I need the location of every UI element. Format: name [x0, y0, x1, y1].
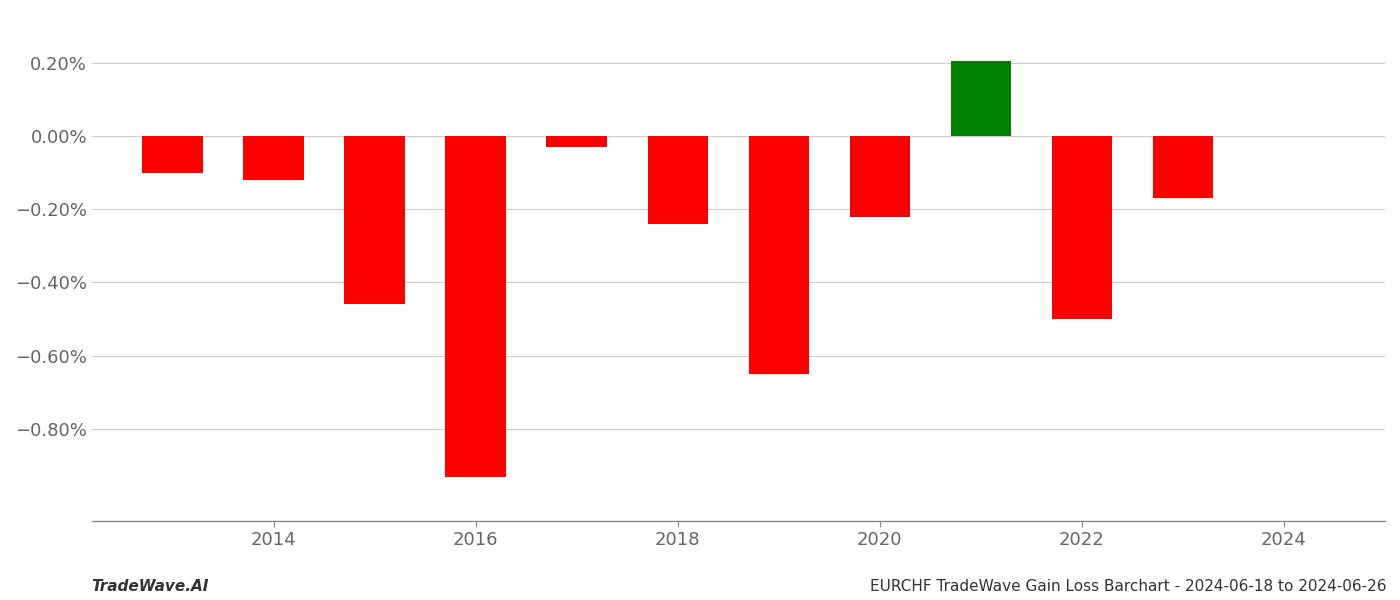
Bar [749, 136, 809, 374]
Bar [344, 136, 405, 304]
Bar [951, 61, 1011, 136]
Text: EURCHF TradeWave Gain Loss Barchart - 2024-06-18 to 2024-06-26: EURCHF TradeWave Gain Loss Barchart - 20… [869, 579, 1386, 594]
Bar [1051, 136, 1112, 319]
Bar [244, 136, 304, 180]
Bar [143, 136, 203, 173]
Bar [546, 136, 608, 147]
Text: TradeWave.AI: TradeWave.AI [91, 579, 209, 594]
Bar [1152, 136, 1214, 198]
Bar [850, 136, 910, 217]
Bar [648, 136, 708, 224]
Bar [445, 136, 505, 476]
